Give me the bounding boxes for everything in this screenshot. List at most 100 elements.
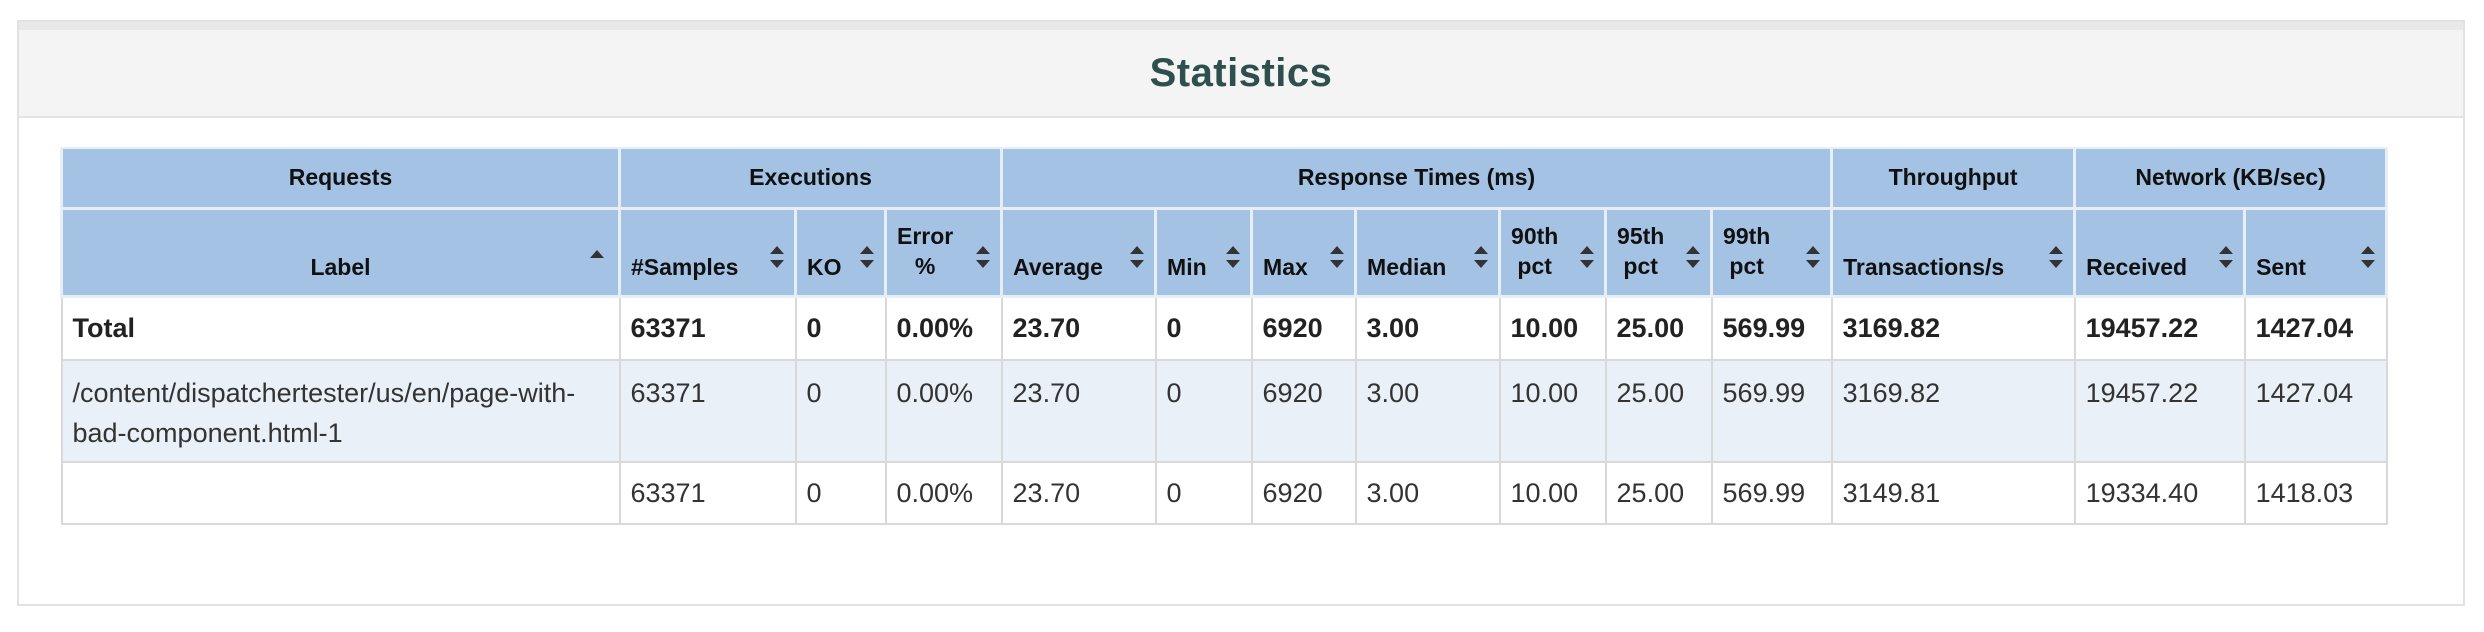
column-header-p95-line2: pct	[1623, 252, 1658, 279]
table-row: /content/dispatchertester/us/en/page-wit…	[60, 359, 2388, 463]
cell-median: 3.00	[1354, 461, 1501, 525]
table-body: Total 63371 0 0.00% 23.70 0 6920 3.00 10…	[60, 295, 2388, 525]
column-header-samples[interactable]: #Samples	[618, 206, 797, 298]
page-title: Statistics	[1149, 50, 1333, 95]
column-header-p99-line1: 99th	[1723, 222, 1771, 249]
column-header-p99-text: 99th pct	[1723, 221, 1770, 281]
group-header-row: Requests Executions Response Times (ms) …	[60, 147, 2389, 209]
column-header-ko[interactable]: KO	[794, 206, 887, 298]
sort-both-icon	[1226, 245, 1241, 268]
column-header-received[interactable]: Received	[2073, 206, 2247, 298]
cell-p99: 569.99	[1710, 295, 1833, 361]
cell-p99: 569.99	[1710, 461, 1833, 525]
group-requests: Requests	[60, 147, 621, 209]
cell-received: 19457.22	[2073, 295, 2246, 361]
column-header-p90-line1: 90th	[1511, 222, 1559, 249]
cell-median: 3.00	[1354, 295, 1501, 361]
group-throughput: Throughput	[1830, 147, 2077, 209]
group-executions: Executions	[617, 147, 1004, 209]
cell-max: 6920	[1250, 295, 1357, 361]
column-header-error-text: Error%	[897, 221, 953, 281]
cell-p90: 10.00	[1498, 461, 1607, 525]
cell-max: 6920	[1250, 461, 1357, 525]
sort-both-icon	[1474, 245, 1489, 268]
cell-transactions: 3169.82	[1830, 359, 2076, 463]
column-header-received-text: Received	[2086, 253, 2188, 280]
cell-average: 23.70	[1000, 359, 1157, 463]
sort-both-icon	[1686, 245, 1701, 268]
sort-both-icon	[860, 245, 874, 268]
column-header-label-text: Label	[310, 253, 371, 280]
cell-transactions: 3149.81	[1830, 461, 2076, 525]
column-header-p90-text: 90th pct	[1511, 221, 1558, 281]
sort-both-icon	[1330, 245, 1345, 268]
column-header-transactions[interactable]: Transactions/s	[1830, 206, 2077, 298]
sort-both-icon	[770, 245, 784, 268]
column-header-max[interactable]: Max	[1250, 206, 1358, 298]
column-header-sent-text: Sent	[2256, 253, 2306, 280]
cell-received: 19334.40	[2073, 461, 2246, 525]
table-header: Requests Executions Response Times (ms) …	[60, 147, 2389, 298]
cell-p95: 25.00	[1604, 359, 1713, 463]
column-header-p95[interactable]: 95th pct	[1604, 206, 1714, 298]
table-row: 63371 0 0.00% 23.70 0 6920 3.00 10.00 25…	[60, 461, 2388, 525]
cell-p99: 569.99	[1710, 359, 1833, 463]
column-header-p95-text: 95th pct	[1617, 221, 1664, 281]
cell-ko: 0	[794, 359, 887, 463]
cell-samples: 63371	[618, 461, 797, 525]
cell-error: 0.00%	[884, 295, 1003, 361]
cell-samples: 63371	[618, 295, 797, 361]
statistics-table: Requests Executions Response Times (ms) …	[60, 147, 2389, 525]
column-header-label[interactable]: Label	[60, 206, 621, 298]
cell-error: 0.00%	[884, 461, 1003, 525]
cell-sent: 1427.04	[2243, 359, 2388, 463]
column-header-error-line2: %	[914, 252, 936, 279]
column-header-average[interactable]: Average	[1000, 206, 1158, 298]
column-header-max-text: Max	[1263, 253, 1308, 280]
cell-min: 0	[1154, 295, 1253, 361]
cell-median: 3.00	[1354, 359, 1501, 463]
cell-samples: 63371	[618, 359, 797, 463]
sort-both-icon	[1806, 245, 1821, 268]
cell-sent: 1418.03	[2243, 461, 2388, 525]
statistics-table-wrapper: Requests Executions Response Times (ms) …	[60, 147, 2389, 525]
cell-received: 19457.22	[2073, 359, 2246, 463]
column-header-p99-line2: pct	[1729, 252, 1764, 279]
sort-both-icon	[2049, 245, 2064, 268]
column-header-ko-text: KO	[807, 253, 842, 280]
cell-p95: 25.00	[1604, 461, 1713, 525]
column-header-samples-text: #Samples	[631, 253, 739, 280]
group-network: Network (KB/sec)	[2073, 147, 2389, 209]
cell-label	[60, 461, 621, 525]
column-header-min[interactable]: Min	[1154, 206, 1254, 298]
cell-label: /content/dispatchertester/us/en/page-wit…	[60, 359, 621, 463]
column-header-p90-line2: pct	[1517, 252, 1552, 279]
column-header-median[interactable]: Median	[1354, 206, 1502, 298]
cell-transactions: 3169.82	[1830, 295, 2076, 361]
group-response-times: Response Times (ms)	[1000, 147, 1834, 209]
column-header-transactions-text: Transactions/s	[1843, 253, 2005, 280]
cell-min: 0	[1154, 359, 1253, 463]
column-header-error[interactable]: Error%	[883, 206, 1004, 298]
panel-header: Statistics	[19, 22, 2463, 118]
sort-both-icon	[1130, 245, 1145, 268]
cell-error: 0.00%	[884, 359, 1003, 463]
cell-ko: 0	[794, 461, 887, 525]
sort-both-icon	[2361, 245, 2376, 268]
cell-p95: 25.00	[1604, 295, 1713, 361]
column-header-sent[interactable]: Sent	[2243, 206, 2389, 298]
sort-both-icon	[1580, 245, 1595, 268]
sort-ascending-icon	[590, 249, 604, 258]
cell-average: 23.70	[1000, 295, 1157, 361]
sort-both-icon	[2219, 245, 2234, 268]
column-header-p99[interactable]: 99th pct	[1710, 206, 1834, 298]
table-row-total: Total 63371 0 0.00% 23.70 0 6920 3.00 10…	[60, 295, 2388, 361]
cell-p90: 10.00	[1498, 295, 1607, 361]
column-header-row: Label #Samples KO Error% Average	[60, 206, 2389, 298]
cell-average: 23.70	[1000, 461, 1157, 525]
column-header-min-text: Min	[1167, 253, 1207, 280]
cell-min: 0	[1154, 461, 1253, 525]
cell-max: 6920	[1250, 359, 1357, 463]
cell-p90: 10.00	[1498, 359, 1607, 463]
column-header-p90[interactable]: 90th pct	[1498, 206, 1608, 298]
